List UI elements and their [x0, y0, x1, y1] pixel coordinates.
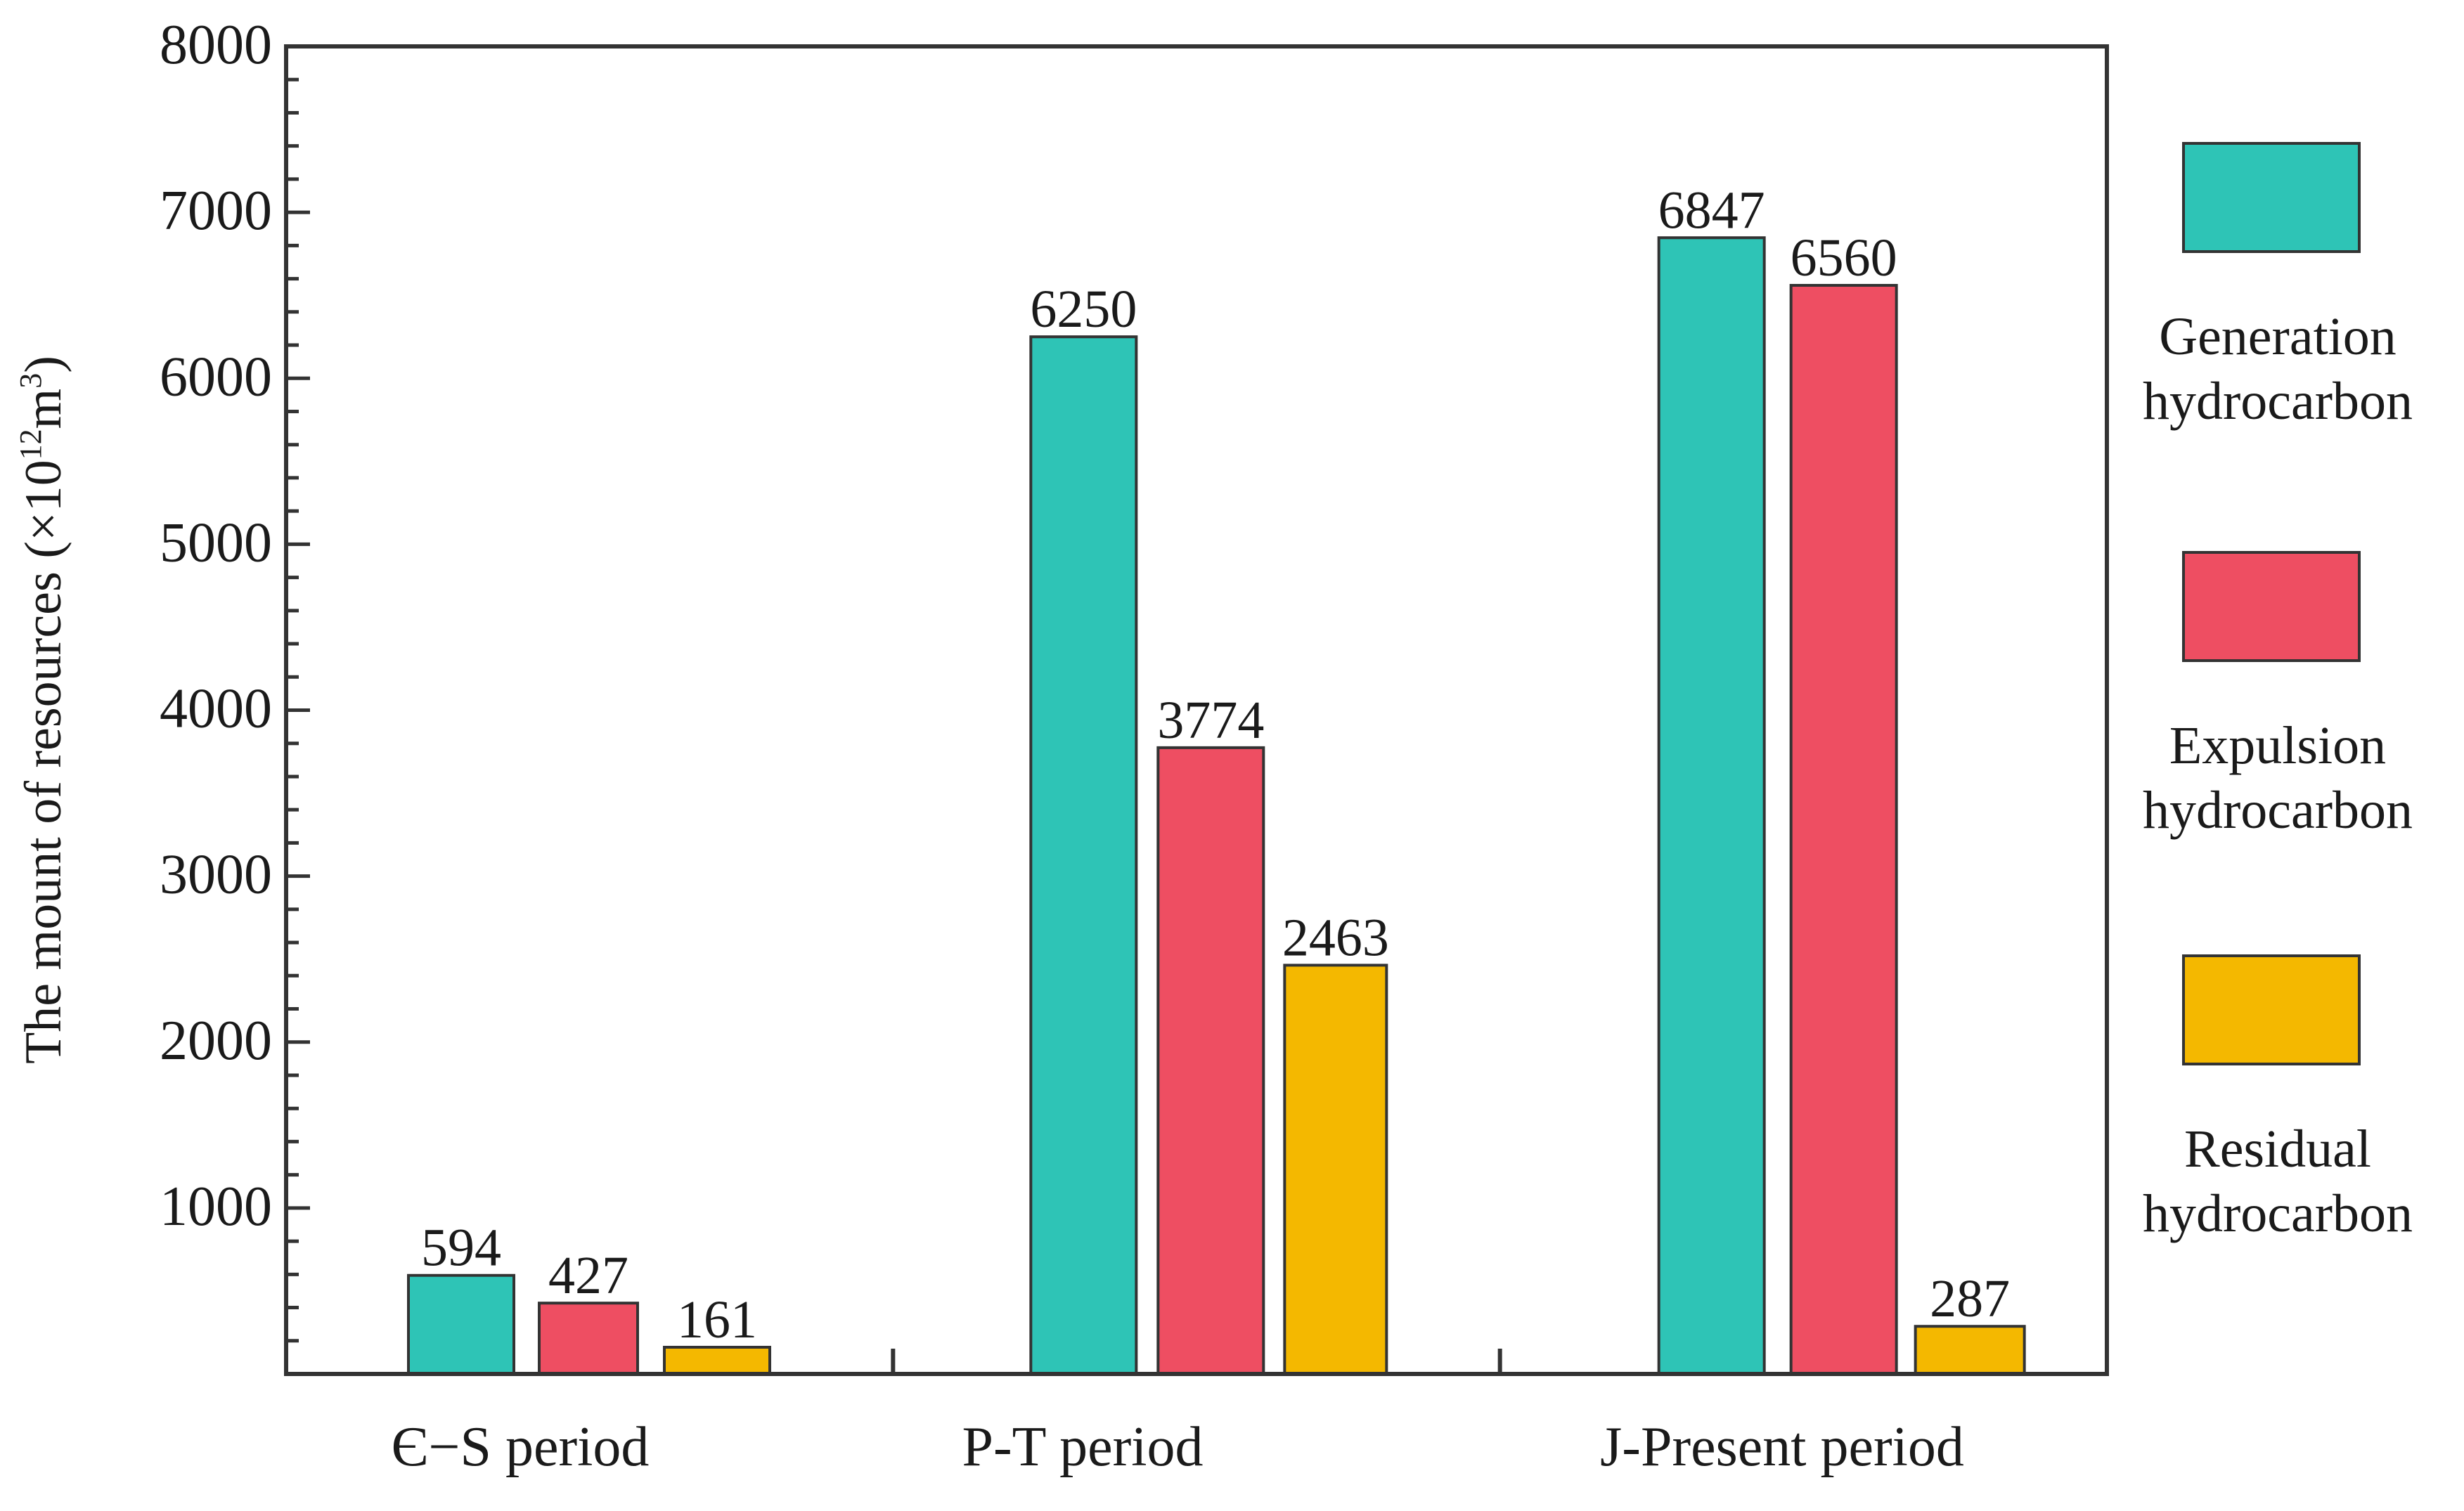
- legend-label: Expulsion: [2169, 716, 2386, 775]
- legend-label: hydrocarbon: [2143, 372, 2413, 431]
- legend-label: Generation: [2159, 307, 2397, 366]
- bar-value-label: 161: [677, 1290, 757, 1349]
- legend-swatch: [2182, 551, 2361, 662]
- bar: [1156, 746, 1265, 1375]
- bar-value-label: 287: [1930, 1269, 2010, 1328]
- legend-swatch: [2182, 142, 2361, 253]
- bar: [1789, 284, 1898, 1375]
- y-tick-label: 8000: [160, 14, 272, 76]
- y-tick-label: 3000: [160, 844, 272, 906]
- bar: [1914, 1325, 2026, 1376]
- x-category-label: Є−S period: [392, 1416, 650, 1478]
- bar: [1657, 236, 1766, 1376]
- plot-frame: [284, 44, 2109, 1376]
- x-category-label: P-T period: [962, 1416, 1204, 1478]
- legend-label: hydrocarbon: [2143, 1184, 2413, 1243]
- bar: [1283, 964, 1388, 1375]
- y-tick-label: 2000: [160, 1010, 272, 1072]
- bar-value-label: 594: [421, 1219, 501, 1278]
- legend-label: hydrocarbon: [2143, 781, 2413, 840]
- bar: [538, 1302, 639, 1376]
- bar-value-label: 427: [548, 1246, 628, 1305]
- y-tick-label: 7000: [160, 180, 272, 242]
- bar: [663, 1345, 771, 1376]
- bar-value-label: 3774: [1157, 691, 1264, 750]
- legend-swatch: [2182, 954, 2361, 1065]
- y-axis-title: The mount of resources (×1012m3): [13, 356, 72, 1064]
- bar: [407, 1273, 515, 1375]
- y-tick-label: 1000: [160, 1176, 272, 1238]
- bar-value-label: 6250: [1030, 280, 1137, 339]
- bar-value-label: 2463: [1282, 908, 1389, 967]
- y-tick-label: 5000: [160, 512, 272, 573]
- y-tick-label: 4000: [160, 678, 272, 740]
- bar-value-label: 6847: [1658, 181, 1765, 240]
- legend-label: Residual: [2184, 1120, 2371, 1179]
- bar: [1029, 335, 1138, 1375]
- bar-value-label: 6560: [1791, 228, 1897, 287]
- y-tick-label: 6000: [160, 346, 272, 408]
- x-category-label: J-Present period: [1600, 1416, 1964, 1478]
